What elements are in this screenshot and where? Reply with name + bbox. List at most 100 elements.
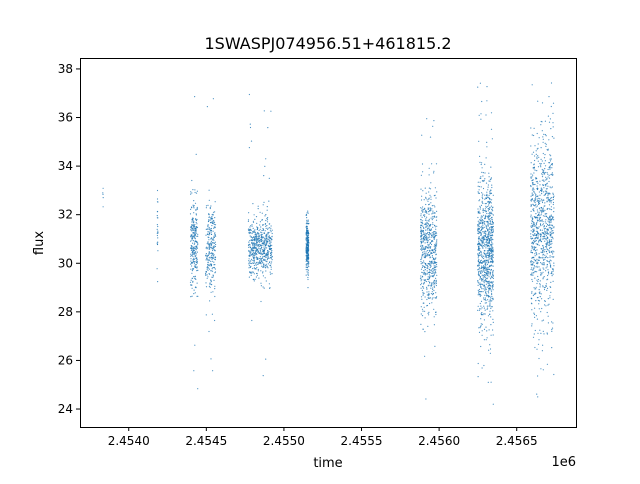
data-point	[254, 218, 256, 220]
data-point	[483, 180, 485, 182]
data-point	[546, 149, 548, 151]
data-point	[530, 195, 532, 197]
data-point	[247, 220, 249, 222]
data-point	[539, 200, 541, 202]
data-point	[488, 251, 490, 253]
data-point	[477, 208, 479, 210]
data-point	[542, 369, 544, 371]
data-point	[190, 245, 192, 247]
data-point	[549, 208, 551, 210]
data-point	[550, 260, 552, 262]
data-point	[548, 220, 551, 222]
data-point	[306, 244, 308, 246]
data-point	[487, 291, 489, 293]
data-point	[263, 110, 265, 112]
data-point	[192, 229, 194, 231]
data-point	[432, 236, 434, 238]
data-point	[425, 255, 428, 257]
data-point	[207, 231, 209, 233]
data-point	[270, 263, 272, 265]
data-point	[532, 194, 534, 196]
data-point	[424, 246, 426, 248]
data-point	[192, 255, 194, 258]
data-point	[270, 251, 272, 253]
data-point	[551, 240, 553, 242]
data-point	[427, 265, 429, 268]
data-point	[434, 233, 437, 235]
data-point	[426, 267, 428, 269]
data-point	[156, 215, 158, 217]
data-point	[306, 246, 308, 248]
data-point	[539, 220, 541, 222]
data-point	[492, 223, 494, 225]
data-point	[249, 246, 251, 249]
data-point	[551, 242, 553, 244]
data-point	[254, 232, 256, 234]
data-point	[534, 238, 536, 240]
data-point	[539, 209, 541, 211]
data-point	[430, 283, 432, 285]
data-point	[540, 293, 542, 295]
data-point	[260, 252, 262, 254]
data-point	[253, 273, 255, 275]
data-point	[532, 261, 534, 263]
data-point	[436, 244, 438, 246]
data-point	[192, 246, 194, 248]
data-point	[546, 332, 548, 334]
data-point	[547, 195, 549, 197]
data-point	[306, 271, 308, 273]
data-point	[538, 308, 540, 310]
data-point	[268, 200, 270, 202]
data-point	[552, 256, 554, 258]
data-point	[421, 298, 423, 300]
data-point	[189, 281, 192, 283]
data-point	[492, 286, 494, 288]
data-point	[484, 271, 486, 273]
data-point	[426, 250, 428, 252]
data-point	[490, 237, 492, 239]
data-point	[486, 337, 488, 339]
data-point	[538, 256, 540, 258]
data-point	[481, 228, 483, 230]
data-point	[421, 246, 423, 248]
data-point	[423, 232, 425, 234]
data-point	[532, 272, 534, 274]
data-point	[209, 282, 211, 284]
data-point	[480, 318, 482, 320]
data-point	[253, 259, 255, 261]
data-point	[205, 205, 208, 207]
data-point	[307, 259, 309, 261]
data-point	[429, 233, 431, 235]
data-point	[538, 259, 540, 262]
data-point	[436, 240, 438, 242]
data-point	[255, 233, 257, 235]
data-point	[263, 259, 265, 261]
data-point	[248, 147, 250, 149]
data-point	[481, 236, 483, 238]
data-point	[483, 239, 486, 241]
data-point	[430, 287, 432, 289]
data-point	[426, 304, 429, 307]
data-point	[484, 302, 486, 304]
data-point	[541, 200, 544, 202]
data-point	[484, 194, 486, 196]
data-point	[205, 234, 207, 236]
data-point	[550, 227, 552, 229]
data-point	[423, 260, 425, 262]
data-point	[252, 247, 254, 249]
data-point	[195, 246, 197, 248]
data-point	[550, 281, 552, 283]
data-point	[485, 255, 487, 258]
data-point	[257, 208, 259, 210]
data-point	[486, 245, 488, 248]
data-point	[253, 260, 255, 262]
data-point	[190, 226, 192, 228]
data-point	[483, 266, 486, 268]
data-point	[480, 240, 483, 242]
data-point	[427, 297, 429, 299]
data-point	[256, 266, 258, 269]
data-point	[432, 294, 434, 296]
data-point	[485, 283, 487, 285]
data-point	[480, 186, 482, 188]
